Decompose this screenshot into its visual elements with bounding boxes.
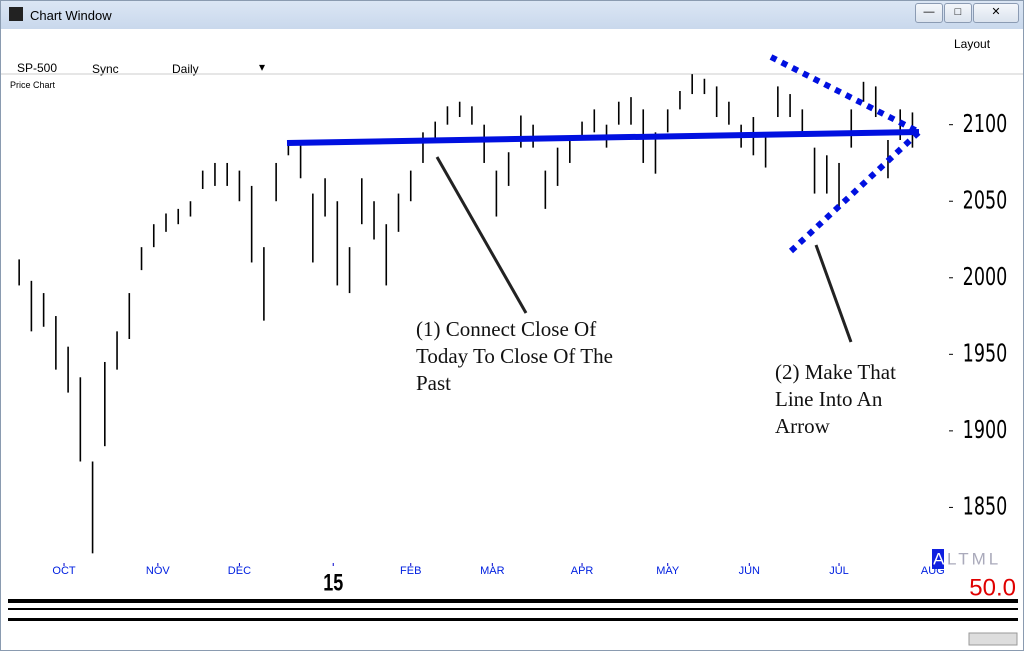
pointer-line (814, 244, 853, 343)
x-tick-label: MAR (480, 565, 505, 577)
period-dropdown[interactable]: Daily (172, 62, 199, 76)
sync-button[interactable]: Sync (92, 62, 119, 76)
arrow-head-line (788, 129, 922, 254)
y-tick-label: 1850 (963, 492, 1008, 521)
y-tick-label: 2050 (963, 186, 1008, 215)
maximize-button[interactable]: □ (944, 3, 972, 23)
x-tick-label: MAY (656, 565, 680, 577)
window-title: Chart Window (30, 8, 112, 23)
year-label: 15 (323, 570, 343, 596)
x-tick-label: AUG (921, 565, 945, 577)
scrollbar[interactable] (968, 632, 1018, 646)
y-tick-label: 2100 (963, 110, 1008, 139)
annotation-text: Arrow (775, 414, 831, 438)
pane-label: Price Chart (10, 80, 56, 90)
annotation-text: Today To Close Of The (416, 344, 613, 368)
y-tick-label: 2000 (963, 263, 1008, 292)
indicator-name: LTML (947, 549, 1001, 568)
price-chart: A LTML 50.0 1850 1900 1950 2000 2050 2100 OCT N… (1, 54, 1023, 646)
x-tick-label: OCT (52, 565, 76, 577)
y-tick-label: 1950 (963, 339, 1008, 368)
pointer-line (435, 156, 528, 314)
arrow-head-line (769, 54, 921, 135)
title-bar: Chart Window — □ ✕ (1, 1, 1023, 29)
annotation-text: (1) Connect Close Of (416, 317, 596, 341)
x-tick-label: NOV (146, 565, 171, 577)
symbol[interactable]: SP-500 (17, 61, 58, 75)
pane-divider (8, 599, 1018, 603)
y-tick-label: 1900 (963, 416, 1008, 445)
app-icon (9, 7, 23, 21)
pane-divider (8, 618, 1018, 621)
annotation-text: (2) Make That (775, 360, 896, 384)
layout-button[interactable]: Layout (954, 37, 991, 51)
indicator-reading: 50.0 (969, 574, 1016, 601)
pane-divider (8, 608, 1018, 610)
menu-arrow[interactable]: ▾ (259, 60, 266, 74)
annotation-text: Past (416, 371, 451, 395)
close-button[interactable]: ✕ (973, 3, 1019, 23)
annotation-text: Line Into An (775, 387, 883, 411)
trend-line (286, 129, 920, 146)
x-tick-label: FEB (400, 565, 421, 577)
chart-area: Layout SP-500 Sync Daily ▾ Price Chart A… (1, 29, 1023, 649)
x-tick-label: APR (571, 565, 594, 577)
indicator-letter: A (933, 549, 945, 568)
indicator-highlight (932, 549, 944, 569)
x-tick-label: DEC (228, 565, 251, 577)
x-tick-label: JUL (829, 565, 849, 577)
minimize-button[interactable]: — (915, 3, 943, 23)
x-tick-label: JUN (739, 565, 760, 577)
